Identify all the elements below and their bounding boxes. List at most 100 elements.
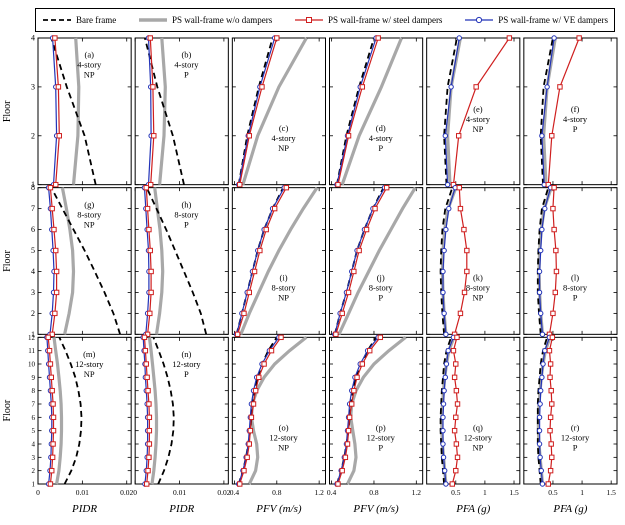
series-steel [145,187,152,335]
marker-square-icon [359,84,366,90]
series-ve [236,187,285,335]
panel-label: 8-story [563,283,588,293]
panel-label: (r) [571,422,580,432]
series-wall [52,337,64,485]
marker-square-icon [55,84,62,90]
marker-square-icon [351,387,357,394]
marker-square-icon [50,441,56,447]
x-axis-title: PIDR [71,503,97,515]
marker-square-icon [146,427,153,434]
marker-square-icon [449,481,455,487]
panel-label: (a) [85,50,95,60]
y-tick-label: 4 [31,34,35,43]
marker-square-icon [453,414,459,421]
panel-label: (q) [473,422,483,432]
series-bare [539,37,554,185]
marker-circle-icon [440,268,446,275]
marker-square-icon [345,133,352,139]
x-tick-label: 1.5 [606,488,616,497]
marker-square-icon [354,374,360,381]
x-tick-label: 1.2 [412,488,422,497]
x-tick-label: 0.02 [217,488,230,497]
marker-circle-icon [445,347,451,354]
marker-square-icon [545,481,551,487]
series-ve [334,187,386,335]
series-bare [536,187,550,335]
x-tick-label: 0.02 [120,488,133,497]
marker-circle-icon [448,84,454,90]
marker-square-icon [148,289,154,296]
marker-square-icon [47,481,54,487]
x-tick-label: 0.01 [76,488,89,497]
marker-square-icon [461,226,467,233]
marker-circle-icon [538,387,544,394]
marker-square-icon [252,387,259,394]
panel-label: (b) [181,50,191,60]
marker-square-icon [52,35,58,41]
series-steel [149,37,155,185]
marker-square-icon [234,331,241,338]
panel-label: P [573,293,578,303]
marker-square-icon [237,181,243,188]
marker-square-icon [51,226,57,233]
marker-circle-icon [442,374,448,381]
marker-square-icon [151,133,157,139]
marker-square-icon [335,481,341,487]
marker-square-icon [553,247,559,254]
y-tick-label: 3 [31,288,35,297]
marker-square-icon [251,268,258,275]
marker-square-icon [46,347,53,354]
panel-label: 8-story [466,283,491,293]
y-tick-label: 1 [31,330,35,339]
marker-square-icon [356,247,362,254]
legend-item-label: PS wall-frame w/ steel dampers [327,15,443,25]
x-tick-label: 0.8 [272,488,282,497]
marker-square-icon [150,84,156,90]
marker-square-icon [144,205,151,212]
x-tick-label: 0.5 [548,488,558,497]
marker-circle-icon [442,133,448,139]
marker-square-icon [359,361,366,367]
y-tick-label: 8 [31,183,35,192]
panel-label: P [184,369,189,379]
series-steel [548,187,558,335]
marker-circle-icon [539,481,546,487]
marker-square-icon [547,361,554,367]
y-tick-label: 11 [28,347,35,355]
marker-square-icon [49,205,55,212]
series-steel [452,37,510,185]
x-tick-label: 1.5 [509,488,519,497]
marker-square-icon [144,331,151,338]
panel-label: P [378,442,383,452]
panel-label: 12-story [561,432,590,442]
y-tick-label: 2 [31,309,35,318]
marker-square-icon [375,35,381,41]
marker-square-icon [454,334,460,341]
marker-circle-icon [539,226,545,233]
marker-square-icon [548,441,554,447]
marker-square-icon [549,454,555,461]
marker-square-icon [547,374,553,381]
y-tick-label: 5 [31,246,35,255]
marker-square-icon [52,310,58,317]
marker-square-icon [549,401,555,407]
marker-square-icon [247,427,254,434]
panel-label: NP [84,70,95,80]
marker-square-icon [550,310,556,317]
y-tick-label: 1 [32,481,36,489]
marker-square-icon [146,414,153,421]
marker-square-icon [461,289,468,296]
marker-square-icon [456,184,462,191]
series-steel [335,187,388,335]
series-wall [147,337,159,485]
marker-square-icon [473,84,479,90]
marker-square-icon [143,184,149,191]
series-ve [52,37,58,185]
marker-circle-icon [446,205,452,212]
